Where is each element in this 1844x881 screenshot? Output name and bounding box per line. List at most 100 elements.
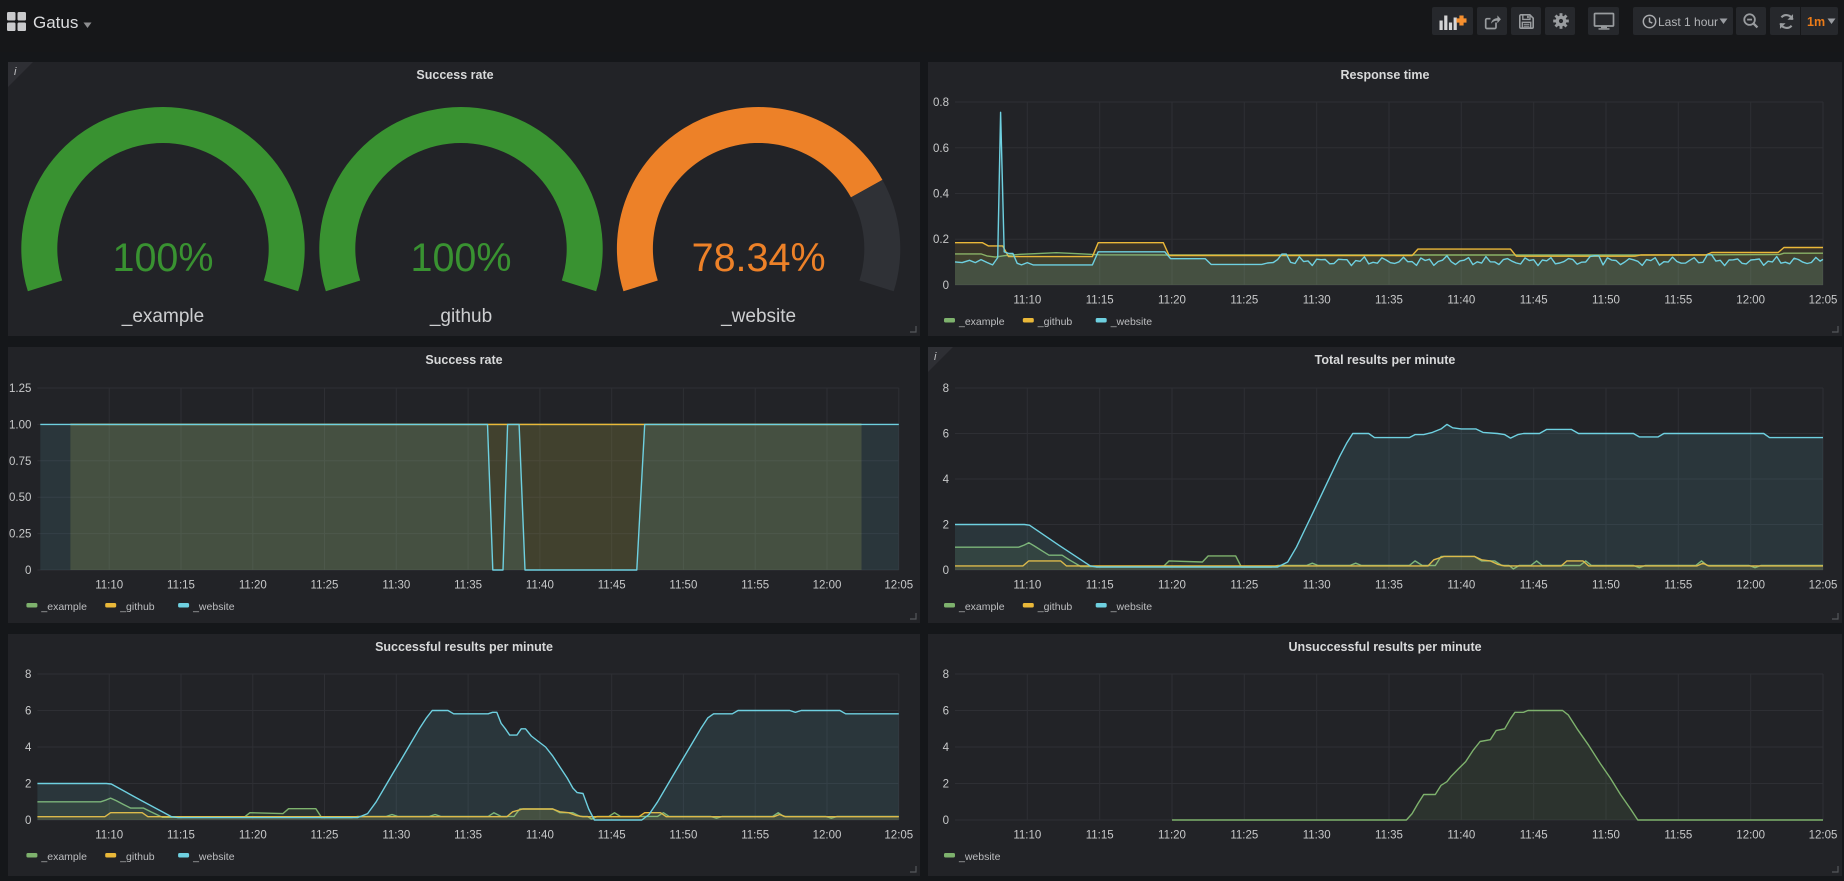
svg-text:11:45: 11:45 <box>598 580 626 592</box>
svg-text:11:55: 11:55 <box>741 580 769 592</box>
svg-text:11:40: 11:40 <box>526 580 554 592</box>
svg-text:11:50: 11:50 <box>669 580 697 592</box>
svg-text:_website: _website <box>192 851 235 863</box>
svg-text:100%: 100% <box>410 236 511 280</box>
svg-text:_example: _example <box>958 601 1005 613</box>
svg-text:_website: _website <box>720 306 796 327</box>
svg-text:11:25: 11:25 <box>1230 295 1258 307</box>
svg-text:11:25: 11:25 <box>311 580 339 592</box>
svg-text:11:45: 11:45 <box>598 830 626 842</box>
svg-text:_example: _example <box>121 306 204 327</box>
svg-text:i: i <box>14 66 17 78</box>
svg-text:_github: _github <box>1037 316 1073 328</box>
svg-text:11:10: 11:10 <box>95 580 123 592</box>
svg-text:0.4: 0.4 <box>933 189 950 201</box>
svg-text:_example: _example <box>958 316 1005 328</box>
svg-text:0.75: 0.75 <box>9 456 31 468</box>
svg-text:6: 6 <box>25 706 31 718</box>
svg-text:11:30: 11:30 <box>1303 295 1331 307</box>
svg-text:11:10: 11:10 <box>95 830 123 842</box>
svg-text:11:50: 11:50 <box>1592 830 1620 842</box>
svg-text:4: 4 <box>943 474 950 486</box>
svg-text:0: 0 <box>943 815 949 827</box>
svg-text:Response time: Response time <box>1341 68 1430 82</box>
svg-text:12:05: 12:05 <box>1809 830 1838 842</box>
svg-text:11:30: 11:30 <box>1303 830 1331 842</box>
svg-text:11:20: 11:20 <box>239 830 267 842</box>
svg-text:11:40: 11:40 <box>1447 295 1475 307</box>
svg-text:11:10: 11:10 <box>1013 830 1041 842</box>
svg-text:1.00: 1.00 <box>9 419 31 431</box>
svg-text:12:05: 12:05 <box>884 580 913 592</box>
svg-text:4: 4 <box>943 742 950 754</box>
svg-text:11:15: 11:15 <box>1086 295 1114 307</box>
svg-text:11:30: 11:30 <box>382 830 410 842</box>
svg-text:_website: _website <box>1110 601 1153 613</box>
svg-text:0.2: 0.2 <box>933 234 949 246</box>
svg-text:_website: _website <box>958 851 1001 863</box>
svg-text:11:15: 11:15 <box>167 830 195 842</box>
svg-text:Success rate: Success rate <box>425 353 502 367</box>
svg-text:2: 2 <box>25 779 31 791</box>
svg-text:11:35: 11:35 <box>1375 295 1403 307</box>
svg-text:Total results per minute: Total results per minute <box>1315 353 1456 367</box>
svg-text:_github: _github <box>1037 601 1073 613</box>
svg-text:11:55: 11:55 <box>1664 830 1692 842</box>
svg-text:11:40: 11:40 <box>1447 830 1475 842</box>
svg-text:11:35: 11:35 <box>1375 830 1403 842</box>
svg-text:100%: 100% <box>112 236 213 280</box>
svg-text:11:10: 11:10 <box>1013 580 1041 592</box>
svg-text:11:50: 11:50 <box>669 830 697 842</box>
svg-text:0.6: 0.6 <box>933 143 949 155</box>
svg-text:4: 4 <box>25 742 32 754</box>
svg-text:11:25: 11:25 <box>1230 580 1258 592</box>
svg-text:8: 8 <box>943 383 949 395</box>
svg-text:12:00: 12:00 <box>1736 580 1765 592</box>
svg-text:12:05: 12:05 <box>1809 580 1838 592</box>
svg-text:0: 0 <box>25 815 31 827</box>
svg-text:11:10: 11:10 <box>1013 295 1041 307</box>
svg-text:Success rate: Success rate <box>416 68 493 82</box>
svg-text:12:00: 12:00 <box>1736 295 1765 307</box>
svg-text:11:15: 11:15 <box>167 580 195 592</box>
svg-text:11:20: 11:20 <box>1158 580 1186 592</box>
svg-text:_website: _website <box>192 601 235 613</box>
svg-text:11:20: 11:20 <box>1158 830 1186 842</box>
svg-text:11:45: 11:45 <box>1520 580 1548 592</box>
svg-text:2: 2 <box>943 520 949 532</box>
svg-text:1.25: 1.25 <box>9 383 31 395</box>
svg-text:11:40: 11:40 <box>1447 580 1475 592</box>
svg-text:_github: _github <box>119 851 155 863</box>
svg-text:i: i <box>934 351 937 363</box>
svg-text:6: 6 <box>943 429 949 441</box>
svg-text:12:00: 12:00 <box>813 580 842 592</box>
svg-text:2: 2 <box>943 779 949 791</box>
svg-text:8: 8 <box>943 669 949 681</box>
svg-text:6: 6 <box>943 706 949 718</box>
svg-text:11:45: 11:45 <box>1520 830 1548 842</box>
svg-text:11:25: 11:25 <box>1230 830 1258 842</box>
svg-text:Successful results per minute: Successful results per minute <box>375 640 553 654</box>
svg-text:8: 8 <box>25 669 31 681</box>
svg-text:11:20: 11:20 <box>239 580 267 592</box>
svg-text:_github: _github <box>119 601 155 613</box>
svg-text:0: 0 <box>943 565 949 577</box>
svg-text:11:55: 11:55 <box>1664 580 1692 592</box>
svg-text:11:30: 11:30 <box>382 580 410 592</box>
svg-text:11:45: 11:45 <box>1520 295 1548 307</box>
svg-text:0.8: 0.8 <box>933 97 949 109</box>
svg-text:12:00: 12:00 <box>813 830 842 842</box>
svg-text:0.50: 0.50 <box>9 492 31 504</box>
svg-text:11:55: 11:55 <box>1664 295 1692 307</box>
svg-text:0.25: 0.25 <box>9 529 31 541</box>
svg-text:_website: _website <box>1110 316 1153 328</box>
svg-text:11:25: 11:25 <box>311 830 339 842</box>
svg-text:11:55: 11:55 <box>741 830 769 842</box>
svg-text:0: 0 <box>943 280 949 292</box>
svg-text:78.34%: 78.34% <box>692 236 826 280</box>
svg-text:Unsuccessful results per minut: Unsuccessful results per minute <box>1288 640 1481 654</box>
svg-text:11:15: 11:15 <box>1086 830 1114 842</box>
svg-text:11:35: 11:35 <box>454 580 482 592</box>
svg-text:12:00: 12:00 <box>1736 830 1765 842</box>
svg-text:11:35: 11:35 <box>454 830 482 842</box>
